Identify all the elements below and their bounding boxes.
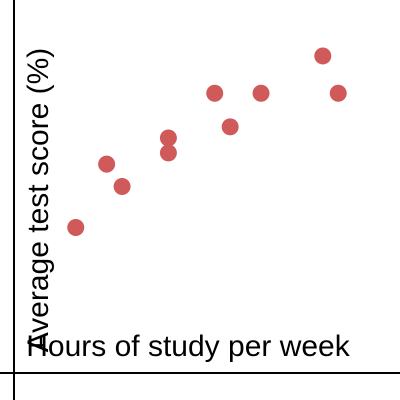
point bbox=[113, 178, 131, 195]
point bbox=[159, 129, 177, 147]
y-axis-label: Average test score (%) bbox=[22, 48, 55, 353]
point bbox=[159, 144, 177, 162]
point bbox=[206, 84, 224, 102]
point bbox=[221, 118, 239, 136]
point bbox=[252, 84, 270, 102]
point bbox=[98, 155, 116, 173]
point bbox=[314, 47, 332, 65]
plot-area bbox=[67, 47, 347, 237]
point bbox=[329, 84, 347, 102]
x-axis-label: Hours of study per week bbox=[26, 330, 350, 363]
point bbox=[67, 219, 85, 237]
